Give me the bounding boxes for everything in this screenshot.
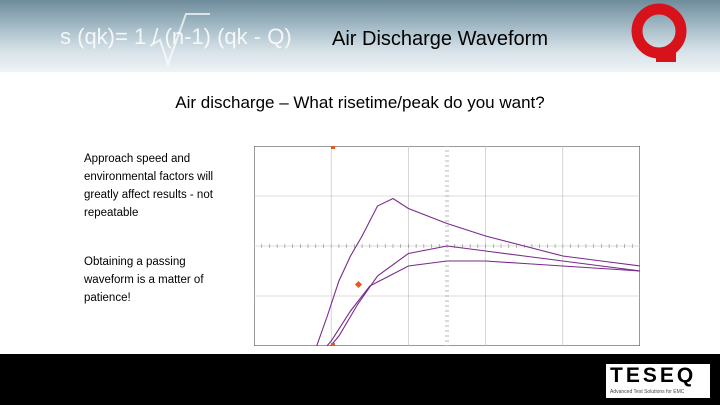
header-banner: s (qk)= 1 / (n-1) (qk - Q) Air Discharge… [0, 0, 720, 72]
footer-brand: TESEQ Advanced Test Solutions for EMC [606, 364, 710, 398]
trigger-marker-bottom [331, 343, 335, 346]
chart-markers [331, 146, 363, 346]
chart-traces [316, 197, 640, 346]
series-line-2 [326, 260, 640, 346]
slide-title: Air Discharge Waveform [332, 28, 548, 50]
footer-bar [0, 354, 720, 405]
brand-name: TESEQ [610, 364, 697, 387]
brand-tagline: Advanced Test Solutions for EMC [610, 389, 685, 395]
oscilloscope-chart [254, 146, 640, 346]
formula-text: s (qk)= 1 / (n-1) (qk - Q) [60, 24, 292, 49]
slide-subtitle: Air discharge – What risetime/peak do yo… [175, 93, 545, 112]
trigger-marker-top [331, 146, 335, 149]
cursor-marker [354, 280, 363, 289]
brand-logo-icon [631, 3, 687, 62]
note-passing-waveform: Obtaining a passing waveform is a matter… [84, 256, 204, 304]
series-line-1 [316, 197, 640, 346]
note-repeatability: Approach speed and environmental factors… [84, 153, 214, 219]
series-line-3 [329, 245, 640, 346]
formula-graphic: s (qk)= 1 / (n-1) (qk - Q) [60, 13, 292, 68]
